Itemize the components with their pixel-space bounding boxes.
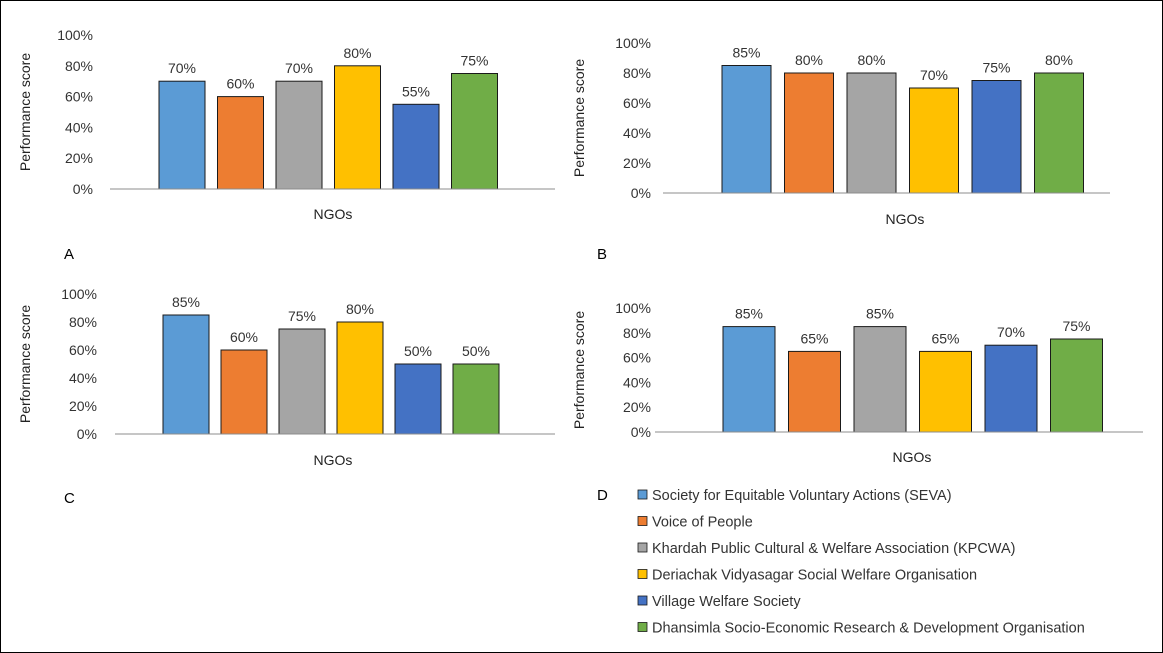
- legend-swatch: [637, 489, 648, 500]
- panel-b-y-axis-title: Performance score: [571, 59, 587, 177]
- panel-c-ytick-label: 60%: [69, 342, 97, 358]
- panel-b-ytick-label: 100%: [615, 35, 651, 51]
- panel-a-y-axis-title: Performance score: [17, 53, 33, 171]
- panel-c-bar: [220, 349, 268, 435]
- panel-d-bar: [919, 350, 972, 433]
- panel-a-ytick-label: 80%: [65, 58, 93, 74]
- panel-d-x-axis-title: NGOs: [893, 449, 932, 465]
- panel-d-ytick-label: 80%: [623, 325, 651, 341]
- panel-a-bar: [451, 73, 498, 190]
- panel-c-bar: [336, 321, 384, 435]
- panel-b-letter: B: [597, 246, 607, 263]
- panel-d-ytick-label: 100%: [615, 300, 651, 316]
- panel-b-x-axis-title: NGOs: [886, 211, 925, 227]
- panel-c-ytick-label: 100%: [61, 286, 97, 302]
- panel-c-data-label: 80%: [346, 301, 374, 317]
- legend-swatch: [637, 569, 648, 579]
- panel-c-bar: [452, 363, 500, 435]
- panel-a-data-label: 70%: [285, 60, 313, 76]
- panel-d-ytick-label: 0%: [631, 424, 651, 440]
- panel-a-bar: [158, 80, 206, 190]
- panel-a-data-label: 55%: [402, 83, 430, 99]
- legend-entry-label: Deriachak Vidyasagar Social Welfare Orga…: [652, 568, 977, 584]
- panel-b-bar: [1034, 72, 1084, 194]
- panel-b-data-label: 80%: [1045, 52, 1073, 68]
- panel-c-x-axis-title: NGOs: [314, 452, 353, 468]
- legend-swatch: [637, 595, 648, 606]
- panel-b-bar: [971, 80, 1022, 194]
- panel-d-data-label: 70%: [997, 324, 1025, 340]
- panel-c-bar: [278, 328, 326, 435]
- legend-entry-label: Society for Equitable Voluntary Actions …: [652, 488, 952, 504]
- panel-b-data-label: 80%: [857, 52, 885, 68]
- legend-swatch: [637, 542, 648, 553]
- panel-d-ytick-label: 40%: [623, 374, 651, 390]
- panel-a-ytick-label: 60%: [65, 89, 93, 105]
- panel-c-ytick-label: 0%: [77, 426, 97, 442]
- panel-b-data-label: 75%: [982, 60, 1010, 76]
- panel-d-data-label: 85%: [735, 306, 763, 322]
- panel-a-data-label: 60%: [226, 76, 254, 92]
- panel-a-bar: [275, 80, 323, 190]
- panel-d-bar: [984, 344, 1038, 433]
- panel-b-ytick-label: 0%: [631, 185, 651, 201]
- panel-d-y-axis-title: Performance score: [571, 311, 587, 429]
- panel-a-ytick-label: 0%: [73, 181, 93, 197]
- panel-d-bar: [722, 326, 776, 433]
- panel-c-bar: [162, 314, 210, 435]
- legend-swatch: [637, 622, 648, 632]
- panel-c-ytick-label: 80%: [69, 314, 97, 330]
- panel-a-data-label: 70%: [168, 60, 196, 76]
- panel-b-ytick-label: 20%: [623, 155, 651, 171]
- panel-d-data-label: 75%: [1062, 318, 1090, 334]
- panel-d-data-label: 65%: [931, 330, 959, 346]
- panel-a-ytick-label: 40%: [65, 119, 93, 135]
- panel-c-ytick-label: 40%: [69, 370, 97, 386]
- panel-b-ytick-label: 60%: [623, 95, 651, 111]
- panel-d-ytick-label: 20%: [623, 399, 651, 415]
- panel-d-bar: [1050, 338, 1103, 433]
- panel-a-bar: [217, 96, 264, 190]
- legend-swatch: [637, 516, 648, 526]
- panel-a-data-label: 80%: [343, 45, 371, 61]
- panel-b-data-label: 70%: [920, 67, 948, 83]
- panel-c-data-label: 50%: [462, 343, 490, 359]
- legend-entry-label: Dhansimla Socio-Economic Research & Deve…: [652, 621, 1085, 637]
- panel-b-bar: [721, 65, 772, 194]
- panel-d-data-label: 65%: [800, 330, 828, 346]
- panel-d-letter: D: [597, 487, 608, 504]
- panel-b-data-label: 80%: [795, 52, 823, 68]
- panel-a-bar: [334, 65, 381, 190]
- panel-a-x-axis-title: NGOs: [314, 206, 353, 222]
- legend-entry-label: Voice of People: [652, 515, 753, 531]
- panel-a-ytick-label: 100%: [57, 27, 93, 43]
- panel-c-data-label: 50%: [404, 343, 432, 359]
- panel-a-letter: A: [64, 246, 74, 263]
- panel-c-bar: [394, 363, 442, 435]
- legend-entry-label: Village Welfare Society: [652, 594, 801, 610]
- panel-d-bar: [788, 350, 841, 433]
- panel-d-ytick-label: 60%: [623, 350, 651, 366]
- panel-b-ytick-label: 40%: [623, 125, 651, 141]
- panel-d-bar: [853, 326, 907, 433]
- panel-d-data-label: 85%: [866, 306, 894, 322]
- panel-c-y-axis-title: Performance score: [17, 305, 33, 423]
- panel-b-ytick-label: 80%: [623, 65, 651, 81]
- panel-b-bar: [909, 87, 959, 194]
- panel-b-bar: [784, 72, 834, 194]
- panel-b-bar: [846, 72, 897, 194]
- panel-a-data-label: 75%: [460, 53, 488, 69]
- panel-a-ytick-label: 20%: [65, 150, 93, 166]
- legend-entry-label: Khardah Public Cultural & Welfare Associ…: [652, 541, 1015, 557]
- panel-c-data-label: 85%: [172, 294, 200, 310]
- panel-a-bar: [392, 103, 440, 190]
- panel-c-data-label: 60%: [230, 329, 258, 345]
- panel-c-ytick-label: 20%: [69, 398, 97, 414]
- panel-c-data-label: 75%: [288, 308, 316, 324]
- panel-b-data-label: 85%: [732, 45, 760, 61]
- panel-c-letter: C: [64, 490, 75, 507]
